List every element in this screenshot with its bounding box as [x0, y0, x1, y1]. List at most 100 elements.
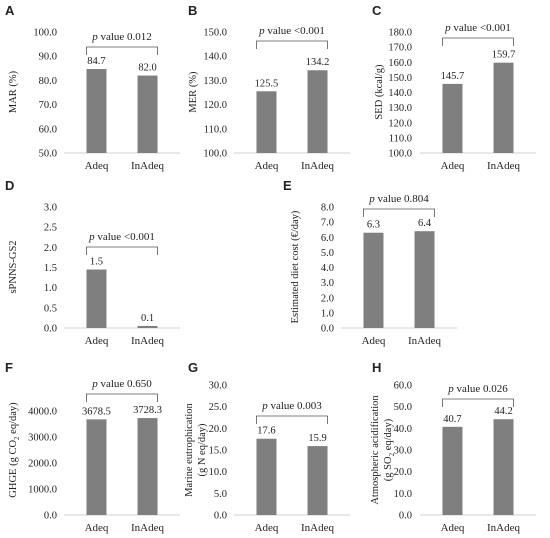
bar-adeq — [442, 426, 463, 515]
x-tick-label: InAdeq — [487, 522, 520, 534]
bar-value-label: 84.7 — [87, 56, 105, 67]
y-tick-label: 100.0 — [203, 149, 227, 160]
x-tick-label: Adeq — [362, 335, 386, 347]
bar-inadeq — [137, 418, 158, 515]
bar-adeq — [86, 419, 107, 515]
y-tick-label: 140.0 — [388, 88, 412, 99]
y-axis-label: Marine eutrophication (g N eq/day) — [184, 402, 208, 496]
significance-bracket — [442, 398, 514, 407]
y-tick-label: 5.0 — [321, 248, 334, 259]
x-tick-label: InAdeq — [131, 160, 164, 172]
bar-inadeq — [307, 70, 328, 153]
panel-label: C — [372, 3, 382, 18]
y-tick-label: 4000.0 — [28, 407, 57, 418]
bar-value-label: 44.2 — [494, 406, 512, 417]
bar-inadeq — [493, 62, 514, 153]
y-tick-label: 100.0 — [388, 149, 412, 160]
y-tick-label: 3.0 — [321, 278, 334, 289]
y-tick-label: 120.0 — [388, 118, 412, 129]
y-axis-label: sPNNS-GS2 — [8, 240, 19, 293]
panel-a: A 50.0 60.0 70.0 80.0 90.0 100.0 MAR (%) 84.7 Ade… — [5, 3, 180, 172]
significance-bracket — [86, 246, 158, 255]
p-value-label: p value <0.001 — [258, 25, 325, 37]
y-tick-label: 50.0 — [39, 149, 57, 160]
p-value-label: p value 0.650 — [91, 378, 152, 390]
y-tick-label: 0.0 — [44, 324, 57, 335]
panel-b: B 100.0 110.0 120.0 130.0 140.0 150.0 MER (%) 12… — [188, 3, 350, 172]
bar-value-label: 6.4 — [418, 218, 432, 229]
y-tick-label: 25.0 — [209, 402, 227, 413]
x-tick-label: Adeq — [85, 160, 109, 172]
p-value-label: p value 0.804 — [368, 193, 429, 205]
y-tick-label: 3.0 — [44, 203, 57, 214]
panel-label: H — [372, 360, 381, 375]
y-tick-label: 150.0 — [388, 73, 412, 84]
panel-f: F 0.0 1000.0 2000.0 3000.0 4000.0 GHGE (g CO2 … — [5, 360, 180, 534]
x-tick-label: Adeq — [441, 160, 465, 172]
panel-h: H 0.0 10.0 20.0 30.0 40.0 50.0 60.0 Atmospheric … — [370, 360, 536, 534]
x-tick-label: Adeq — [85, 335, 109, 347]
x-tick-label: InAdeq — [487, 160, 520, 172]
y-tick-label: 60.0 — [39, 124, 57, 135]
y-tick-label: 0.0 — [321, 324, 334, 335]
y-axis-label: Atmospheric acidification (g SO2 eq/day) — [370, 395, 396, 505]
bar-adeq — [256, 438, 277, 515]
y-axis-label: SED (kcal/g) — [374, 64, 385, 120]
bar-inadeq — [137, 325, 158, 328]
y-tick-label: 150.0 — [203, 28, 227, 39]
significance-bracket — [442, 37, 514, 46]
y-tick-label: 30.0 — [209, 381, 227, 392]
y-tick-label: 30.0 — [394, 446, 412, 457]
x-tick-label: Adeq — [441, 522, 465, 534]
x-tick-label: InAdeq — [131, 522, 164, 534]
p-value-label: p value <0.001 — [444, 22, 511, 34]
panel-label: A — [5, 3, 15, 18]
bar-value-label: 6.3 — [367, 220, 380, 231]
p-value-label: p value 0.012 — [91, 31, 152, 43]
x-tick-label: InAdeq — [301, 522, 334, 534]
panel-label: G — [188, 360, 198, 375]
panel-label: B — [188, 3, 197, 18]
y-tick-label: 1.0 — [44, 283, 57, 294]
y-tick-label: 4.0 — [321, 263, 334, 274]
y-axis-label: Estimated diet cost (€/day) — [290, 210, 301, 323]
y-tick-label: 2.5 — [44, 223, 57, 234]
y-tick-label: 160.0 — [388, 58, 412, 69]
y-tick-label: 130.0 — [388, 103, 412, 114]
bar-value-label: 0.1 — [141, 313, 154, 324]
panel-label: F — [5, 360, 13, 375]
y-tick-label: 10.0 — [394, 489, 412, 500]
panel-label: D — [5, 178, 14, 193]
y-tick-label: 80.0 — [39, 76, 57, 87]
bar-inadeq — [414, 231, 435, 328]
panel-c: C 100.0 110.0 120.0 130.0 140.0 150.0 160.0 170.… — [372, 3, 536, 172]
y-tick-label: 100.0 — [33, 28, 57, 39]
significance-bracket — [86, 46, 158, 55]
y-tick-label: 90.0 — [39, 52, 57, 63]
y-tick-label: 70.0 — [39, 100, 57, 111]
p-value-label: p value <0.001 — [88, 231, 155, 243]
y-tick-label: 0.0 — [214, 511, 227, 522]
bar-value-label: 3678.5 — [82, 406, 111, 417]
bar-value-label: 15.9 — [308, 433, 326, 444]
bar-adeq — [442, 83, 463, 153]
panel-label: E — [283, 178, 292, 193]
panel-e: E 0.0 1.0 2.0 3.0 4.0 5.0 6.0 7.0 8.0 Estimated di… — [283, 178, 457, 347]
y-tick-label: 2.0 — [321, 293, 334, 304]
bar-value-label: 82.0 — [138, 63, 156, 74]
y-axis-label: MER (%) — [188, 71, 199, 113]
y-tick-label: 1000.0 — [28, 485, 57, 496]
bar-value-label: 17.6 — [257, 426, 275, 437]
bar-inadeq — [307, 446, 328, 515]
y-tick-label: 0.0 — [399, 511, 412, 522]
y-tick-label: 1.5 — [44, 263, 57, 274]
y-tick-label: 15.0 — [209, 446, 227, 457]
significance-bracket — [256, 415, 328, 424]
y-tick-label: 110.0 — [204, 124, 227, 135]
y-tick-label: 180.0 — [388, 28, 412, 39]
y-tick-label: 40.0 — [394, 424, 412, 435]
bar-inadeq — [137, 75, 158, 153]
x-tick-label: InAdeq — [408, 335, 441, 347]
y-tick-label: 170.0 — [388, 43, 412, 54]
